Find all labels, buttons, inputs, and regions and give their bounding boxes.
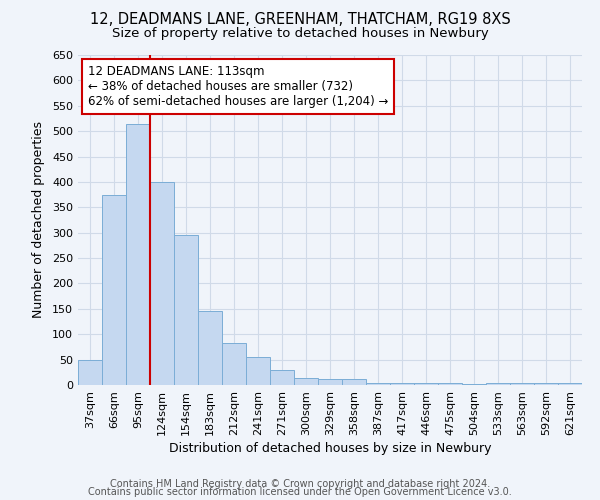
Bar [438,383,462,385]
Bar [342,379,366,385]
Bar [366,383,390,385]
X-axis label: Distribution of detached houses by size in Newbury: Distribution of detached houses by size … [169,442,491,455]
Bar [246,357,270,385]
Bar [534,384,558,385]
Bar [102,194,126,385]
Bar [558,384,582,385]
Bar [174,235,198,385]
Text: Size of property relative to detached houses in Newbury: Size of property relative to detached ho… [112,28,488,40]
Text: 12, DEADMANS LANE, GREENHAM, THATCHAM, RG19 8XS: 12, DEADMANS LANE, GREENHAM, THATCHAM, R… [89,12,511,28]
Bar [222,343,246,385]
Bar [318,380,342,385]
Text: Contains public sector information licensed under the Open Government Licence v3: Contains public sector information licen… [88,487,512,497]
Bar [198,312,222,385]
Bar [462,384,486,385]
Text: 12 DEADMANS LANE: 113sqm
← 38% of detached houses are smaller (732)
62% of semi-: 12 DEADMANS LANE: 113sqm ← 38% of detach… [88,65,388,108]
Bar [414,383,438,385]
Bar [126,124,150,385]
Bar [510,384,534,385]
Bar [390,383,414,385]
Bar [270,370,294,385]
Bar [294,378,318,385]
Bar [150,182,174,385]
Text: Contains HM Land Registry data © Crown copyright and database right 2024.: Contains HM Land Registry data © Crown c… [110,479,490,489]
Bar [486,384,510,385]
Y-axis label: Number of detached properties: Number of detached properties [32,122,45,318]
Bar [78,360,102,385]
